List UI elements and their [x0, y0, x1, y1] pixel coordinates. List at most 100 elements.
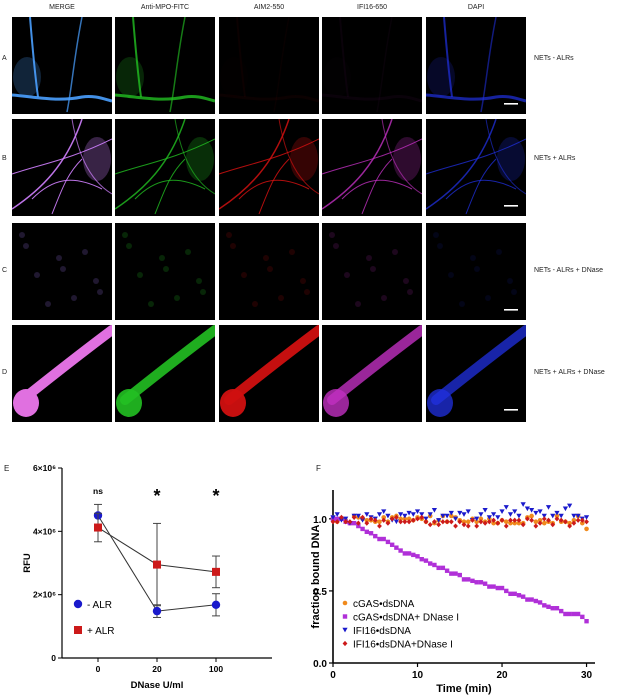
data-point-s0 [508, 520, 513, 526]
data-point-s1 [546, 604, 551, 609]
data-point-s0 [503, 519, 509, 525]
data-point-s3 [393, 514, 399, 520]
row-letter-b: B [2, 155, 7, 162]
data-point-s3 [372, 517, 378, 523]
data-point-s3 [584, 519, 589, 525]
data-point-s2 [385, 513, 391, 519]
chart-e-rfu-vs-dnase: 0 2×10⁶ 4×10⁶ 6×10⁶ 0 20 100 DNase U/ml RFU ns * * -… [22, 463, 272, 690]
data-point-s2 [330, 515, 336, 520]
data-point-s1 [335, 516, 340, 522]
data-point-s1 [394, 545, 399, 550]
data-point-s2 [499, 509, 505, 515]
data-point [211, 600, 221, 609]
data-point-s3 [440, 519, 446, 525]
data-point-s1 [516, 593, 522, 598]
data-point-s1 [373, 533, 378, 539]
data-point-s1 [381, 536, 386, 542]
micrograph-a-dapi [426, 17, 526, 114]
chart-f-fraction-bound: 0.0 0.5 1.0 0 10 20 30 Time (min) fraction bound… [310, 490, 595, 695]
data-point-s0 [465, 519, 471, 525]
data-point [152, 606, 162, 616]
significance-mark: * [153, 486, 160, 506]
data-point-s0 [491, 520, 496, 526]
data-point-s1 [537, 600, 543, 605]
data-point-s0 [406, 516, 412, 522]
data-point-s2 [465, 509, 471, 515]
data-point-s3 [516, 517, 522, 523]
data-point-s2 [338, 518, 345, 523]
data-point-s3 [402, 519, 408, 525]
data-point-s2 [524, 506, 530, 512]
data-point-s2 [452, 516, 459, 522]
scale-bar [504, 205, 518, 207]
data-point-s3 [368, 516, 374, 522]
data-point-s1 [525, 597, 530, 602]
scale-bar [504, 103, 518, 105]
data-point-s2 [571, 513, 577, 519]
data-point-s1 [415, 554, 420, 559]
data-point-s1 [567, 611, 572, 617]
data-point-s2 [457, 510, 463, 516]
data-point-s1 [478, 580, 484, 585]
y-tick-label: 0 [51, 653, 56, 663]
data-point-s3 [558, 517, 564, 523]
condition-label-c: NETs - ALRs + DNase [534, 267, 604, 274]
data-point-s3 [343, 519, 349, 525]
micrograph-a-ifi16 [322, 17, 422, 114]
data-point [94, 523, 102, 532]
data-point-s3 [503, 523, 509, 529]
data-point-s3 [541, 516, 547, 522]
data-point-s1 [377, 536, 382, 542]
data-point-s3 [389, 516, 395, 522]
data-point-s1 [495, 585, 501, 591]
data-point-s0 [584, 526, 589, 532]
data-point-s1 [482, 581, 488, 586]
data-point-s0 [449, 513, 454, 519]
data-point-s0 [364, 517, 370, 523]
data-point-s3 [410, 517, 416, 523]
x-tick-label: 0 [96, 664, 101, 674]
data-point-s2 [436, 518, 442, 523]
data-point-s2 [364, 512, 370, 517]
data-point-s1 [436, 565, 441, 571]
data-point-s1 [529, 597, 534, 602]
data-point-s3 [423, 519, 429, 525]
data-point-s2 [490, 512, 497, 517]
micrograph-b-ifi16 [322, 119, 422, 216]
micrograph-b-aim2 [219, 119, 319, 216]
micrograph-c-dapi [426, 223, 526, 320]
data-point-s3 [554, 516, 560, 522]
data-point-s1 [457, 572, 462, 578]
data-point-s2 [575, 513, 581, 519]
data-point-s2 [427, 512, 433, 517]
data-point-s2 [406, 510, 412, 516]
data-point-s1 [499, 585, 505, 591]
data-point-s1 [461, 577, 467, 582]
data-point-s1 [554, 606, 560, 611]
data-point-s2 [444, 513, 450, 519]
significance-mark: ns [93, 486, 103, 496]
panel-letter-f: F [316, 464, 321, 473]
data-point-s3 [419, 514, 425, 520]
data-point-s1 [406, 551, 412, 556]
x-axis-label: DNase U/ml [131, 680, 184, 690]
data-point-s2 [520, 502, 526, 507]
data-point-s0 [537, 517, 543, 523]
data-point-s2 [431, 507, 438, 513]
legend-marker [73, 599, 83, 609]
data-point-s3 [381, 517, 387, 523]
data-point-s0 [402, 516, 408, 522]
micrograph-d-aim2 [219, 325, 319, 422]
data-point-s1 [360, 526, 365, 532]
panel-letter-e: E [4, 464, 10, 473]
data-point-s1 [444, 568, 450, 573]
data-point-s2 [486, 515, 492, 520]
data-point-s1 [440, 565, 446, 571]
data-point-s0 [381, 515, 387, 520]
data-point-s3 [444, 519, 450, 525]
data-point-s3 [512, 517, 518, 523]
data-point-s3 [575, 517, 581, 523]
micrograph-a-merge [12, 17, 112, 114]
y-tick-label: 4×10⁶ [33, 526, 56, 536]
data-point-s3 [360, 514, 365, 520]
